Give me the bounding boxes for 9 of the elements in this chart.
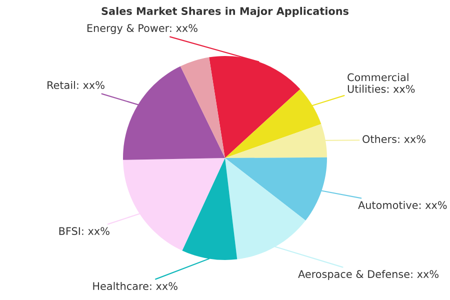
slice-label: Energy & Power: xx% <box>87 24 198 34</box>
slice-label: Others: xx% <box>362 134 426 144</box>
slice-label: Aerospace & Defense: xx% <box>298 270 438 280</box>
slice-label: Healthcare: xx% <box>93 282 178 290</box>
slice-label: Automotive: xx% <box>358 200 447 210</box>
chart-title: Sales Market Shares in Major Applications <box>102 6 348 18</box>
slice-label: Retail: xx% <box>48 80 104 90</box>
slice-label: BFSI: xx% <box>59 227 110 236</box>
slice-label: Commercial Utilities: xx% <box>348 73 415 93</box>
